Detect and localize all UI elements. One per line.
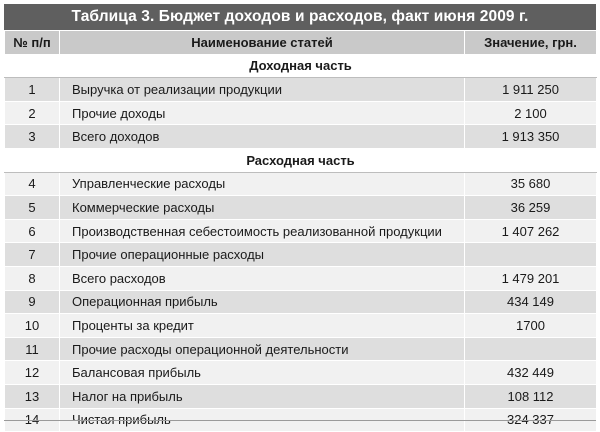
- row-name-cell: Балансовая прибыль: [59, 360, 465, 385]
- row-number-cell: 11: [4, 336, 60, 362]
- row-number-cell: 3: [4, 124, 60, 149]
- row-number-cell: 1: [4, 77, 60, 102]
- row-value-cell: 1 479 201: [464, 265, 597, 291]
- row-name-cell: Налог на прибыль: [59, 383, 465, 409]
- row-name-cell: Коммерческие расходы: [59, 195, 465, 220]
- row-number-cell: 13: [4, 383, 60, 409]
- table-row: 3 Всего доходов 1 913 350: [4, 124, 597, 149]
- row-value-cell: 108 112: [464, 383, 597, 409]
- row-number-cell: 10: [4, 313, 60, 338]
- table-body: Доходная часть 1 Выручка от реализации про…: [4, 53, 597, 432]
- section-title: Доходная часть: [4, 53, 597, 79]
- column-header-name: Наименование статей: [59, 30, 465, 55]
- row-number-cell: 5: [4, 195, 60, 220]
- table-row: 6 Производственная себестоимость реализов…: [4, 218, 597, 244]
- table-row: 2 Прочие доходы 2 100: [4, 100, 597, 126]
- table-title: Таблица 3. Бюджет доходов и расходов, фа…: [4, 4, 596, 30]
- table-row: 7 Прочие операционные расходы: [4, 242, 597, 267]
- table-row: 10 Проценты за кредит 1700: [4, 313, 597, 338]
- row-number-cell: 7: [4, 242, 60, 267]
- row-value-cell: 1 913 350: [464, 124, 597, 149]
- row-name-cell: Всего расходов: [59, 265, 465, 291]
- budget-table-figure: Таблица 3. Бюджет доходов и расходов, фа…: [4, 4, 597, 432]
- row-number-cell: 8: [4, 265, 60, 291]
- table-row: 4 Управленческие расходы 35 680: [4, 171, 597, 197]
- row-name-cell: Всего доходов: [59, 124, 465, 149]
- bottom-divider: [4, 420, 596, 421]
- row-value-cell: 35 680: [464, 171, 597, 197]
- row-value-cell: 1 911 250: [464, 77, 597, 102]
- row-number-cell: 4: [4, 171, 60, 197]
- row-name-cell: Операционная прибыль: [59, 289, 465, 315]
- section-header-row: Доходная часть: [4, 53, 597, 79]
- row-name-cell: Производственная себестоимость реализова…: [59, 218, 465, 244]
- row-name-cell: Выручка от реализации продукции: [59, 77, 465, 102]
- row-value-cell: [464, 242, 597, 267]
- section-title: Расходная часть: [4, 147, 597, 173]
- row-number-cell: 6: [4, 218, 60, 244]
- row-value-cell: 2 100: [464, 100, 597, 126]
- row-value-cell: 432 449: [464, 360, 597, 385]
- section-header-row: Расходная часть: [4, 147, 597, 173]
- column-header-num: № п/п: [4, 30, 60, 55]
- row-name-cell: Прочие операционные расходы: [59, 242, 465, 267]
- table-row: 8 Всего расходов 1 479 201: [4, 265, 597, 291]
- table-row: 12 Балансовая прибыль 432 449: [4, 360, 597, 385]
- row-name-cell: Прочие доходы: [59, 100, 465, 126]
- row-value-cell: 36 259: [464, 195, 597, 220]
- table-row: 5 Коммерческие расходы 36 259: [4, 195, 597, 220]
- row-value-cell: 1700: [464, 313, 597, 338]
- table-row: 11 Прочие расходы операционной деятельнос…: [4, 336, 597, 362]
- table-header-row: № п/п Наименование статей Значение, грн.: [4, 30, 597, 55]
- table-row: 13 Налог на прибыль 108 112: [4, 383, 597, 409]
- row-number-cell: 9: [4, 289, 60, 315]
- row-value-cell: [464, 336, 597, 362]
- row-number-cell: 12: [4, 360, 60, 385]
- column-header-value: Значение, грн.: [464, 30, 597, 55]
- row-number-cell: 2: [4, 100, 60, 126]
- table-row: 1 Выручка от реализации продукции 1 911 25…: [4, 77, 597, 102]
- row-name-cell: Прочие расходы операционной деятельности: [59, 336, 465, 362]
- budget-table: № п/п Наименование статей Значение, грн.…: [4, 30, 597, 432]
- table-row: 9 Операционная прибыль 434 149: [4, 289, 597, 315]
- row-name-cell: Проценты за кредит: [59, 313, 465, 338]
- row-value-cell: 1 407 262: [464, 218, 597, 244]
- row-value-cell: 434 149: [464, 289, 597, 315]
- row-name-cell: Управленческие расходы: [59, 171, 465, 197]
